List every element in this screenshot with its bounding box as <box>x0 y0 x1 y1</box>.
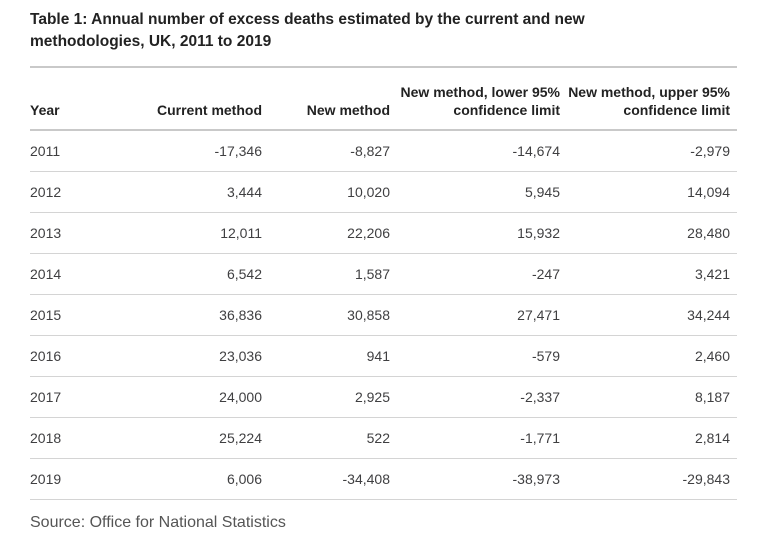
table-row: 2015 36,836 30,858 27,471 34,244 <box>30 294 737 336</box>
year-cell: 2019 <box>30 458 110 500</box>
year-cell: 2012 <box>30 171 110 213</box>
year-cell: 2018 <box>30 417 110 459</box>
current-method-cell: 3,444 <box>110 171 262 213</box>
table-header: Year Current method New method New metho… <box>30 67 737 131</box>
current-method-cell: 6,006 <box>110 458 262 500</box>
column-header-new-method: New method <box>262 67 390 131</box>
lower-ci-cell: -38,973 <box>390 458 560 500</box>
year-cell: 2017 <box>30 376 110 418</box>
new-method-cell: 522 <box>262 417 390 459</box>
column-header-year: Year <box>30 67 110 131</box>
year-cell: 2014 <box>30 253 110 295</box>
year-cell: 2013 <box>30 212 110 254</box>
new-method-cell: -34,408 <box>262 458 390 500</box>
lower-ci-cell: -579 <box>390 335 560 377</box>
new-method-cell: 10,020 <box>262 171 390 213</box>
upper-ci-cell: -2,979 <box>560 130 737 172</box>
column-header-new-method-upper-ci: New method, upper 95% confidence limit <box>560 67 737 131</box>
new-method-cell: -8,827 <box>262 130 390 172</box>
upper-ci-cell: -29,843 <box>560 458 737 500</box>
upper-ci-cell: 2,460 <box>560 335 737 377</box>
column-header-new-method-lower-ci: New method, lower 95% confidence limit <box>390 67 560 131</box>
table-body: 2011 -17,346 -8,827 -14,674 -2,979 2012 3,444 1… <box>30 130 737 500</box>
lower-ci-cell: -247 <box>390 253 560 295</box>
current-method-cell: 23,036 <box>110 335 262 377</box>
upper-ci-cell: 8,187 <box>560 376 737 418</box>
lower-ci-cell: -2,337 <box>390 376 560 418</box>
current-method-cell: 12,011 <box>110 212 262 254</box>
lower-ci-cell: 5,945 <box>390 171 560 213</box>
new-method-cell: 941 <box>262 335 390 377</box>
table-row: 2016 23,036 941 -579 2,460 <box>30 335 737 377</box>
header-row: Year Current method New method New metho… <box>30 67 737 131</box>
year-cell: 2016 <box>30 335 110 377</box>
lower-ci-cell: 27,471 <box>390 294 560 336</box>
current-method-cell: 6,542 <box>110 253 262 295</box>
new-method-cell: 30,858 <box>262 294 390 336</box>
excess-deaths-table: Year Current method New method New metho… <box>30 66 737 500</box>
table-row: 2014 6,542 1,587 -247 3,421 <box>30 253 737 295</box>
upper-ci-cell: 34,244 <box>560 294 737 336</box>
table-row: 2017 24,000 2,925 -2,337 8,187 <box>30 376 737 418</box>
table-row: 2013 12,011 22,206 15,932 28,480 <box>30 212 737 254</box>
table-row: 2019 6,006 -34,408 -38,973 -29,843 <box>30 458 737 500</box>
new-method-cell: 22,206 <box>262 212 390 254</box>
current-method-cell: 25,224 <box>110 417 262 459</box>
table-row: 2012 3,444 10,020 5,945 14,094 <box>30 171 737 213</box>
table-row: 2011 -17,346 -8,827 -14,674 -2,979 <box>30 130 737 172</box>
current-method-cell: -17,346 <box>110 130 262 172</box>
table-row: 2018 25,224 522 -1,771 2,814 <box>30 417 737 459</box>
current-method-cell: 36,836 <box>110 294 262 336</box>
table-title: Table 1: Annual number of excess deaths … <box>30 11 585 50</box>
upper-ci-cell: 3,421 <box>560 253 737 295</box>
source-note: Source: Office for National Statistics <box>30 514 286 531</box>
lower-ci-cell: -14,674 <box>390 130 560 172</box>
new-method-cell: 1,587 <box>262 253 390 295</box>
lower-ci-cell: -1,771 <box>390 417 560 459</box>
upper-ci-cell: 28,480 <box>560 212 737 254</box>
upper-ci-cell: 14,094 <box>560 171 737 213</box>
current-method-cell: 24,000 <box>110 376 262 418</box>
upper-ci-cell: 2,814 <box>560 417 737 459</box>
year-cell: 2015 <box>30 294 110 336</box>
column-header-current-method: Current method <box>110 67 262 131</box>
year-cell: 2011 <box>30 130 110 172</box>
new-method-cell: 2,925 <box>262 376 390 418</box>
lower-ci-cell: 15,932 <box>390 212 560 254</box>
